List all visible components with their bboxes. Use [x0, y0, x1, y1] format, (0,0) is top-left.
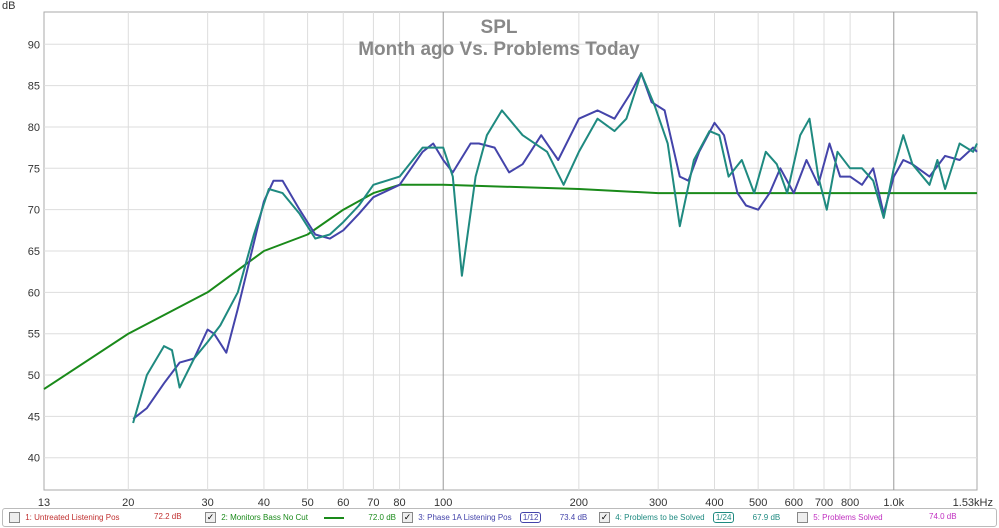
y-tick-label: 90 — [28, 39, 40, 51]
x-tick-label: 1.0k — [883, 497, 904, 508]
legend-item-3: ✓ 3: Phase 1A Listening Pos 1/12 73.4 dB — [402, 511, 588, 523]
legend-value: 67.9 dB — [752, 512, 781, 522]
x-tick-label: 50 — [301, 497, 313, 508]
legend-checkbox-2[interactable]: ✓ — [205, 512, 216, 523]
y-tick-label: 75 — [28, 163, 40, 175]
legend-label: 3: Phase 1A Listening Pos — [418, 512, 512, 522]
legend-value: 72.2 dB — [154, 512, 182, 521]
x-tick-label: 600 — [785, 497, 803, 508]
chart-subtitle: Month ago Vs. Problems Today — [358, 39, 640, 60]
y-tick-label: 60 — [28, 287, 40, 299]
x-tick-label: 500 — [749, 497, 767, 508]
legend-item-5: 5: Problems Solved 74.0 dB — [797, 512, 957, 523]
y-tick-label: 70 — [28, 205, 40, 217]
legend-label: 4: Problems to be Solved — [615, 512, 705, 522]
x-tick-label: 200 — [570, 497, 588, 508]
x-tick-label: 40 — [258, 497, 270, 508]
legend-label: 2: Monitors Bass No Cut — [221, 512, 308, 522]
y-tick-label: 50 — [28, 370, 40, 382]
x-tick-label: 100 — [434, 497, 452, 508]
y-tick-label: 80 — [28, 122, 40, 134]
y-tick-label: 85 — [28, 81, 40, 93]
legend-item-2: ✓ 2: Monitors Bass No Cut 72.0 dB — [205, 512, 396, 523]
x-tick-label: 300 — [649, 497, 667, 508]
legend-label: 1: Untreated Listening Pos — [25, 512, 120, 522]
x-tick-label: 20 — [122, 497, 134, 508]
legend-value: 74.0 dB — [929, 512, 957, 521]
legend-label: 5: Problems Solved — [813, 512, 883, 522]
x-tick-label: 80 — [393, 497, 405, 508]
line-swatch — [324, 516, 345, 519]
legend: 1: Untreated Listening Pos 72.2 dB ✓ 2: … — [2, 508, 997, 527]
x-tick-label: 400 — [705, 497, 723, 508]
x-tick-label: 800 — [841, 497, 859, 508]
smoothing-badge: 1/12 — [519, 511, 542, 523]
x-tick-label: 700 — [815, 497, 833, 508]
y-tick-label: 45 — [28, 411, 40, 423]
x-tick-label: 30 — [202, 497, 214, 508]
y-tick-label: 40 — [28, 453, 40, 465]
legend-value: 73.4 dB — [559, 512, 588, 522]
legend-checkbox-4[interactable]: ✓ — [599, 512, 610, 523]
legend-value: 72.0 dB — [368, 512, 396, 522]
legend-item-1: 1: Untreated Listening Pos 72.2 dB — [9, 512, 182, 523]
y-tick-label: 55 — [28, 329, 40, 341]
x-tick-label: 13 — [38, 497, 50, 508]
legend-checkbox-5[interactable] — [797, 512, 808, 523]
x-tick-label: 60 — [337, 497, 349, 508]
spl-chart: 40 45 50 55 60 65 70 75 80 85 90 13 20 30 40 50 60 70 80 10… — [2, 0, 993, 508]
series-line-3 — [132, 72, 978, 420]
smoothing-badge: 1/24 — [712, 511, 735, 523]
legend-item-4: ✓ 4: Problems to be Solved 1/24 67.9 dB — [599, 511, 781, 523]
x-tick-label: 70 — [367, 497, 379, 508]
y-tick-label: 65 — [28, 246, 40, 258]
legend-checkbox-1[interactable] — [9, 512, 20, 523]
y-axis-label: dB — [2, 0, 15, 12]
chart-title: SPL — [481, 17, 518, 38]
series-line-2 — [43, 183, 977, 390]
legend-checkbox-3[interactable]: ✓ — [402, 512, 413, 523]
series-line-4 — [132, 72, 978, 424]
x-tick-label: 1.53kHz — [953, 497, 993, 508]
